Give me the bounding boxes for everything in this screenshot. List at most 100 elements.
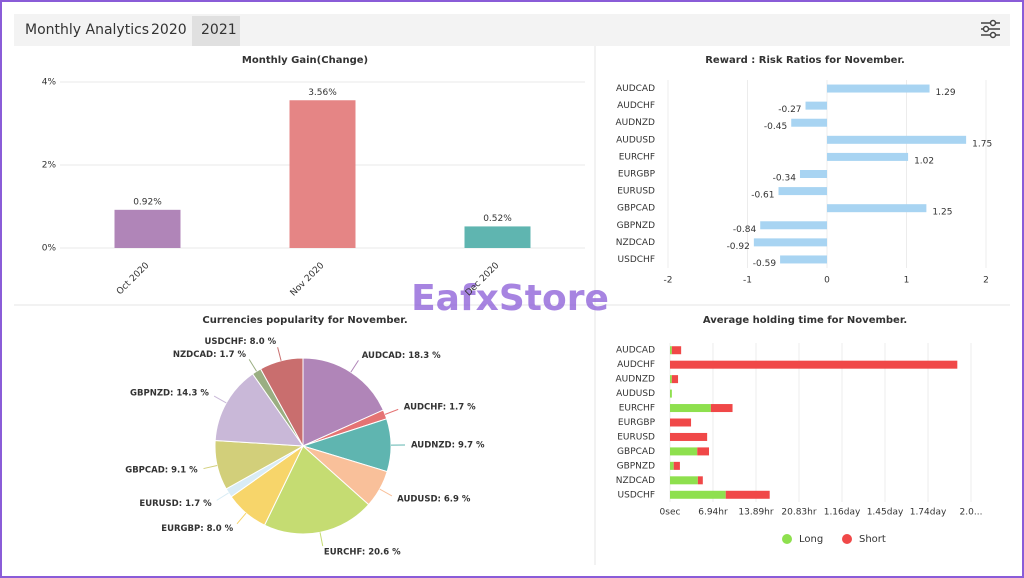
bar-segment [710,404,733,413]
value-label: 0.52% [483,214,512,224]
leader-line [236,512,247,525]
x-tick-label: 20.83hr [781,508,816,518]
bar [791,118,827,127]
x-tick-label: 6.94hr [698,508,728,518]
category-label: AUDUSD [616,389,655,399]
bar-segment [725,490,770,499]
tab-bar [14,14,1010,46]
value-label: -0.61 [751,191,774,201]
bar [827,204,927,213]
bar-segment [697,476,703,485]
value-label: 1.02 [914,156,934,166]
pie-slice [259,357,304,447]
category-label: EURUSD [617,432,655,442]
category-label: GBPCAD [617,447,655,457]
category-label: AUDCAD [616,346,655,356]
value-label: 3.56% [308,88,337,98]
bar-segment [670,447,698,456]
bar-segment [670,360,958,369]
leader-line [379,488,393,497]
bar-segment [697,447,710,456]
bar-segment [670,404,711,413]
bar-segment [670,375,672,384]
slice-label: AUDCHF: 1.7 % [404,403,476,413]
tab[interactable]: 2020 [151,22,187,38]
leader-line [248,359,257,372]
value-label: 0.92% [133,197,162,207]
category-label: AUDNZD [615,375,655,385]
value-label: -0.92 [727,242,750,252]
leader-line [213,395,227,404]
value-label: -0.45 [764,122,787,132]
y-tick-label: 0% [42,244,57,254]
bar [289,100,356,248]
bar-segment [671,375,679,384]
slice-label: EURGBP: 8.0 % [161,524,233,534]
slice-label: GBPCAD: 9.1 % [125,465,198,475]
category-label: EURUSD [617,187,655,197]
category-label: USDCHF [618,255,655,265]
bar-segment [670,490,726,499]
bar-segment [671,346,682,355]
x-tick-label: 2 [983,276,989,286]
value-label: 1.25 [932,208,952,218]
value-label: -0.34 [773,174,797,184]
value-label: 1.75 [972,139,992,149]
bar [778,187,827,196]
category-label: EURCHF [619,404,655,414]
slice-label: GBPNZD: 14.3 % [130,389,209,399]
bar-segment [673,461,680,470]
x-tick-label: 1.16day [824,508,861,518]
bar [827,84,930,93]
bar [760,221,827,230]
slice-label: AUDUSD: 6.9 % [397,494,471,504]
chart-title: Monthly Gain(Change) [242,55,368,66]
leader-line [277,347,282,361]
category-label: NZDCAD [616,476,655,486]
bar-segment [670,432,708,441]
y-tick-label: 4% [42,78,57,88]
category-label: GBPNZD [617,221,655,231]
leader-line [319,532,324,547]
bar-segment [670,418,692,427]
filter-icon[interactable] [981,19,1000,39]
x-tick-label: -2 [664,276,673,286]
x-tick-label: 1.45day [867,508,904,518]
legend-marker [842,534,852,544]
x-tick-label: 1 [904,276,910,286]
chart-title: Average holding time for November. [703,315,907,326]
x-tick-label: -1 [743,276,752,286]
slice-label: EURUSD: 1.7 % [139,499,212,509]
chart-title: Currencies popularity for November. [202,315,407,326]
legend-label: Long [799,534,823,545]
slice-label: EURCHF: 20.6 % [324,547,401,557]
value-label: -0.84 [733,225,757,235]
bar-segment [670,389,672,398]
bar [464,226,531,248]
x-tick-label: 2.0... [960,508,983,518]
bar [827,135,967,144]
slice-label: AUDCAD: 18.3 % [362,351,441,361]
category-label: AUDCHF [617,101,655,111]
bar-segment [670,461,674,470]
category-label: AUDUSD [616,135,655,145]
category-label: EURGBP [618,418,656,428]
x-tick-label: 1.74day [910,508,947,518]
value-label: -0.27 [778,105,801,115]
category-label: EURGBP [618,170,656,180]
legend-label: Short [859,534,886,545]
category-label: AUDNZD [615,118,655,128]
bar [827,152,909,161]
tab[interactable]: 2021 [201,22,237,38]
chart-title: Reward : Risk Ratios for November. [705,55,905,66]
x-tick-label: 13.89hr [738,508,773,518]
category-label: AUDCHF [617,360,655,370]
bar [114,209,181,248]
slice-label: USDCHF: 8.0 % [204,337,276,347]
bar [805,101,827,110]
bar-segment [670,476,698,485]
pie-slice [263,445,370,535]
tab[interactable]: Monthly Analytics [25,22,149,38]
